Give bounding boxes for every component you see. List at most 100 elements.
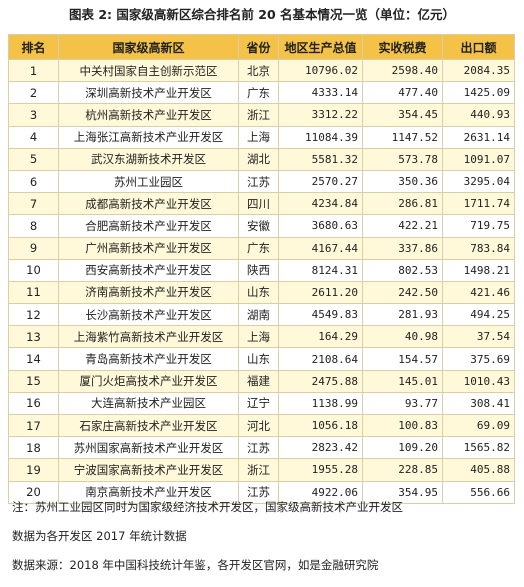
- zone-cell: 成都高新技术产业开发区: [58, 192, 239, 216]
- header-export: 出口额: [442, 34, 515, 60]
- rank-cell: 17: [8, 413, 59, 438]
- export-cell: 3295.04: [442, 169, 515, 194]
- tax-cell: 228.85: [362, 458, 443, 482]
- table-row: 14 青岛高新技术产业开发区 山东 2108.64 154.57 375.69: [8, 347, 515, 371]
- province-cell: 辽宁: [238, 391, 279, 416]
- rank-cell: 5: [8, 147, 59, 171]
- gdp-cell: 1955.28: [278, 458, 363, 482]
- table-row: 2 深圳高新技术产业开发区 广东 4333.14 477.40 1425.09: [8, 81, 515, 105]
- province-cell: 安徽: [238, 214, 279, 238]
- export-cell: 1091.07: [442, 147, 515, 171]
- gdp-cell: 2475.88: [278, 369, 363, 393]
- tax-cell: 477.40: [362, 81, 443, 105]
- rank-cell: 19: [8, 458, 59, 482]
- rank-cell: 2: [8, 81, 59, 105]
- zone-cell: 济南高新技术产业开发区: [58, 280, 239, 305]
- table-row: 8 合肥高新技术产业开发区 安徽 3680.63 422.21 719.75: [8, 214, 515, 238]
- zone-cell: 青岛高新技术产业开发区: [58, 347, 239, 371]
- tax-cell: 573.78: [362, 147, 443, 171]
- tax-cell: 1147.52: [362, 125, 443, 149]
- province-cell: 湖南: [238, 303, 279, 327]
- zone-cell: 苏州工业园区: [58, 169, 239, 194]
- export-cell: 375.69: [442, 347, 515, 371]
- province-cell: 福建: [238, 369, 279, 393]
- tax-cell: 2598.40: [362, 58, 443, 83]
- province-cell: 四川: [238, 192, 279, 216]
- zone-cell: 杭州高新技术产业开发区: [58, 103, 239, 127]
- rank-cell: 16: [8, 391, 59, 416]
- export-cell: 440.93: [442, 103, 515, 127]
- rank-cell: 12: [8, 303, 59, 327]
- gdp-cell: 11084.39: [278, 125, 363, 149]
- rank-cell: 20: [8, 480, 59, 504]
- export-cell: 1010.43: [442, 369, 515, 393]
- zone-cell: 上海张江高新技术产业开发区: [58, 125, 239, 149]
- gdp-cell: 1138.99: [278, 391, 363, 416]
- gdp-cell: 4167.44: [278, 236, 363, 260]
- gdp-cell: 4549.83: [278, 303, 363, 327]
- gdp-cell: 4922.06: [278, 480, 363, 504]
- province-cell: 山东: [238, 347, 279, 371]
- export-cell: 1565.82: [442, 436, 515, 460]
- gdp-cell: 2108.64: [278, 347, 363, 371]
- rank-cell: 4: [8, 125, 59, 149]
- export-cell: 421.46: [442, 280, 515, 305]
- tax-cell: 354.45: [362, 103, 443, 127]
- export-cell: 2084.35: [442, 58, 515, 83]
- table-row: 5 武汉东湖新技术开发区 湖北 5581.32 573.78 1091.07: [8, 147, 515, 171]
- tax-cell: 354.95: [362, 480, 443, 504]
- header-rank: 排名: [8, 34, 59, 60]
- rank-cell: 10: [8, 258, 59, 282]
- gdp-cell: 2611.20: [278, 280, 363, 305]
- export-cell: 783.84: [442, 236, 515, 260]
- export-cell: 2631.14: [442, 125, 515, 149]
- export-cell: 69.09: [442, 413, 515, 438]
- gdp-cell: 3680.63: [278, 214, 363, 238]
- gdp-cell: 2570.27: [278, 169, 363, 194]
- rank-cell: 13: [8, 325, 59, 349]
- gdp-cell: 2823.42: [278, 436, 363, 460]
- table-row: 1 中关村国家自主创新示范区 北京 10796.02 2598.40 2084.35: [8, 58, 515, 83]
- export-cell: 308.41: [442, 391, 515, 416]
- tax-cell: 145.01: [362, 369, 443, 393]
- table-body: 1 中关村国家自主创新示范区 北京 10796.02 2598.40 2084.35 2 深圳…: [8, 58, 515, 504]
- province-cell: 上海: [238, 125, 279, 149]
- tax-cell: 40.98: [362, 325, 443, 349]
- header-tax: 实收税费: [362, 34, 443, 60]
- export-cell: 1425.09: [442, 81, 515, 105]
- header-gdp: 地区生产总值: [278, 34, 363, 60]
- rank-cell: 11: [8, 280, 59, 305]
- footnote: 数据为各开发区 2017 年统计数据: [12, 529, 187, 543]
- gdp-cell: 8124.31: [278, 258, 363, 282]
- province-cell: 江苏: [238, 480, 279, 504]
- tax-cell: 100.83: [362, 413, 443, 438]
- table-row: 17 石家庄高新技术产业开发区 河北 1056.18 100.83 69.09: [8, 413, 515, 438]
- province-cell: 江苏: [238, 169, 279, 194]
- gdp-cell: 4234.84: [278, 192, 363, 216]
- export-cell: 1711.74: [442, 192, 515, 216]
- province-cell: 北京: [238, 58, 279, 83]
- table-row: 15 厦门火炬高技术产业开发区 福建 2475.88 145.01 1010.43: [8, 369, 515, 393]
- tax-cell: 242.50: [362, 280, 443, 305]
- table-row: 4 上海张江高新技术产业开发区 上海 11084.39 1147.52 2631.14: [8, 125, 515, 149]
- footnotes: 注：苏州工业园区同时为国家级经济技术开发区，国家级高新技术产业开发区 数据为各开…: [12, 500, 512, 587]
- table-row: 20 南京高新技术产业开发区 江苏 4922.06 354.95 556.66: [8, 480, 515, 504]
- table-row: 11 济南高新技术产业开发区 山东 2611.20 242.50 421.46: [8, 280, 515, 305]
- zone-cell: 武汉东湖新技术开发区: [58, 147, 239, 171]
- table-row: 13 上海紫竹高新技术产业开发区 上海 164.29 40.98 37.54: [8, 325, 515, 349]
- zone-cell: 中关村国家自主创新示范区: [58, 58, 239, 83]
- table-row: 19 宁波国家高新技术产业开发区 浙江 1955.28 228.85 405.88: [8, 458, 515, 482]
- rank-cell: 1: [8, 58, 59, 83]
- table-row: 6 苏州工业园区 江苏 2570.27 350.36 3295.04: [8, 169, 515, 194]
- tax-cell: 286.81: [362, 192, 443, 216]
- tax-cell: 350.36: [362, 169, 443, 194]
- tax-cell: 93.77: [362, 391, 443, 416]
- rank-cell: 14: [8, 347, 59, 371]
- province-cell: 浙江: [238, 103, 279, 127]
- zone-cell: 合肥高新技术产业开发区: [58, 214, 239, 238]
- gdp-cell: 3312.22: [278, 103, 363, 127]
- tax-cell: 109.20: [362, 436, 443, 460]
- tax-cell: 422.21: [362, 214, 443, 238]
- rank-cell: 8: [8, 214, 59, 238]
- province-cell: 江苏: [238, 436, 279, 460]
